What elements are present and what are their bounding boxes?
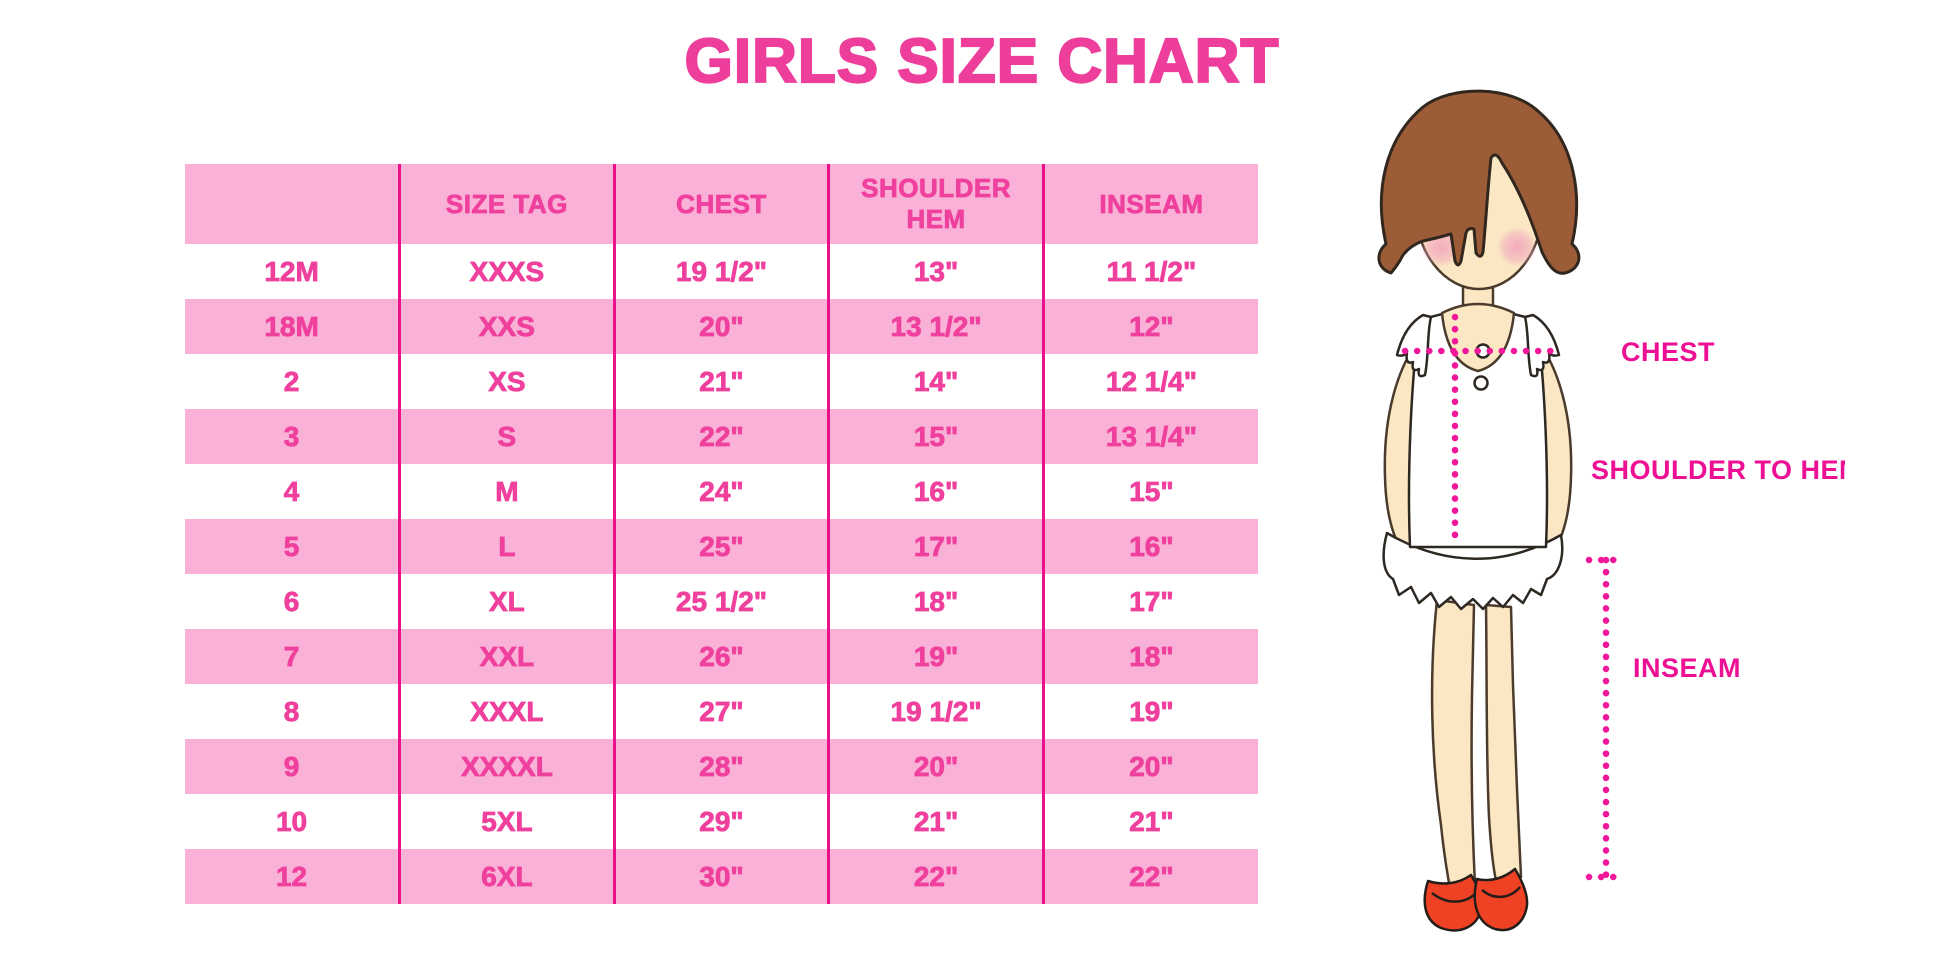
table-cell: 13 1/2": [827, 299, 1044, 354]
table-row: 12 6XL 30" 22" 22": [185, 849, 1258, 904]
table-cell: 30": [612, 849, 829, 904]
girl-measurement-diagram: CHEST SHOULDER TO HEM INSEAM: [1325, 55, 1862, 950]
hair: [1377, 89, 1581, 275]
table-cell: 9: [283, 750, 300, 782]
table-row: 6 XL 25 1/2" 18" 17": [185, 574, 1258, 629]
table-cell: 24": [612, 464, 829, 519]
table-cell: 12": [1041, 299, 1258, 354]
table-cell: 14": [827, 354, 1044, 409]
table-cell: 21": [612, 354, 829, 409]
table-cell: 20": [827, 739, 1044, 794]
table-cell: 3: [283, 420, 300, 452]
girl-illustration: CHEST SHOULDER TO HEM INSEAM: [1377, 89, 1862, 932]
table-cell: 19": [1041, 684, 1258, 739]
table-cell: 21": [827, 794, 1044, 849]
table-cell: 19 1/2": [612, 244, 829, 299]
table-row: 7 XXL 26" 19" 18": [185, 629, 1258, 684]
header-row: SIZE TAG CHEST SHOULDER HEM INSEAM: [185, 164, 1258, 244]
table-cell: 20": [1041, 739, 1258, 794]
table-row: 10 5XL 29" 21" 21": [185, 794, 1258, 849]
table-cell: 8: [283, 695, 300, 727]
table-cell: 20": [612, 299, 829, 354]
table-cell: 18": [1041, 629, 1258, 684]
right-shoe: [1473, 867, 1529, 932]
table-row: 4 M 24" 16" 15": [185, 464, 1258, 519]
table-cell: 22": [1041, 849, 1258, 904]
table-cell: 22": [827, 849, 1044, 904]
header-cell-empty: [185, 164, 400, 244]
table-cell: 29": [612, 794, 829, 849]
shoulder-to-hem-label: SHOULDER TO HEM: [1591, 455, 1845, 485]
table-cell: 16": [827, 464, 1044, 519]
table-row: 2 XS 21" 14" 12 1/4": [185, 354, 1258, 409]
table-cell: 18M: [264, 310, 319, 342]
header-cell: CHEST: [612, 164, 829, 244]
table-cell: 2: [283, 365, 300, 397]
table-cell: M: [398, 464, 615, 519]
header-cell: INSEAM: [1041, 164, 1258, 244]
table-cell: XXS: [398, 299, 615, 354]
table-cell: 22": [612, 409, 829, 464]
button-bottom: [1473, 375, 1489, 391]
table-cell: 6XL: [398, 849, 615, 904]
table-cell: 12 1/4": [1041, 354, 1258, 409]
table-cell: 4: [283, 475, 300, 507]
table-cell: 16": [1041, 519, 1258, 574]
left-shoe-strap: [1431, 892, 1477, 903]
right-blush: [1497, 227, 1537, 267]
table-row: 9 XXXXL 28" 20" 20": [185, 739, 1258, 794]
table-cell: 19 1/2": [827, 684, 1044, 739]
table-cell: XS: [398, 354, 615, 409]
table-cell: 6: [283, 585, 300, 617]
header-cell: SIZE TAG: [398, 164, 615, 244]
table-cell: 5: [283, 530, 300, 562]
table-cell: 13 1/4": [1041, 409, 1258, 464]
table-row: 18M XXS 20" 13 1/2" 12": [185, 299, 1258, 354]
table-row: 3 S 22" 15" 13 1/4": [185, 409, 1258, 464]
table-cell: XXXS: [398, 244, 615, 299]
table-cell: XXXXL: [398, 739, 615, 794]
left-leg: [1430, 598, 1477, 887]
table-cell: 12: [275, 860, 308, 892]
table-cell: 7: [283, 640, 300, 672]
table-cell: 15": [1041, 464, 1258, 519]
table-cell: 27": [612, 684, 829, 739]
table-cell: 28": [612, 739, 829, 794]
table-cell: 11 1/2": [1041, 244, 1258, 299]
table-cell: 25": [612, 519, 829, 574]
table-cell: XL: [398, 574, 615, 629]
table-cell: 19": [827, 629, 1044, 684]
table-cell: 13": [827, 244, 1044, 299]
table-cell: 26": [612, 629, 829, 684]
right-shoulder-ruffle: [1523, 313, 1561, 378]
size-table: SIZE TAG CHEST SHOULDER HEM INSEAM 12M XXXS 19…: [185, 164, 1258, 904]
table-cell: 10: [275, 805, 308, 837]
table-cell: XXXL: [398, 684, 615, 739]
table-row: 8 XXXL 27" 19 1/2" 19": [185, 684, 1258, 739]
table-row: 5 L 25" 17" 16": [185, 519, 1258, 574]
chest-label: CHEST: [1621, 337, 1715, 367]
table-cell: 17": [827, 519, 1044, 574]
table-cell: 17": [1041, 574, 1258, 629]
table-cell: 5XL: [398, 794, 615, 849]
right-leg: [1484, 603, 1523, 883]
table-cell: 25 1/2": [612, 574, 829, 629]
table-cell: S: [398, 409, 615, 464]
table-cell: XXL: [398, 629, 615, 684]
left-shoulder-ruffle: [1395, 313, 1433, 378]
table-cell: L: [398, 519, 615, 574]
table-cell: 15": [827, 409, 1044, 464]
skirt: [1382, 531, 1564, 611]
table-cell: 18": [827, 574, 1044, 629]
page-title: GIRLS SIZE CHART: [684, 26, 1280, 97]
inseam-label: INSEAM: [1633, 653, 1741, 683]
table-cell: 12M: [264, 255, 319, 287]
table-cell: 21": [1041, 794, 1258, 849]
header-cell: SHOULDER HEM: [827, 164, 1044, 244]
right-shoe-strap: [1481, 886, 1521, 899]
table-row: 12M XXXS 19 1/2" 13" 11 1/2": [185, 244, 1258, 299]
